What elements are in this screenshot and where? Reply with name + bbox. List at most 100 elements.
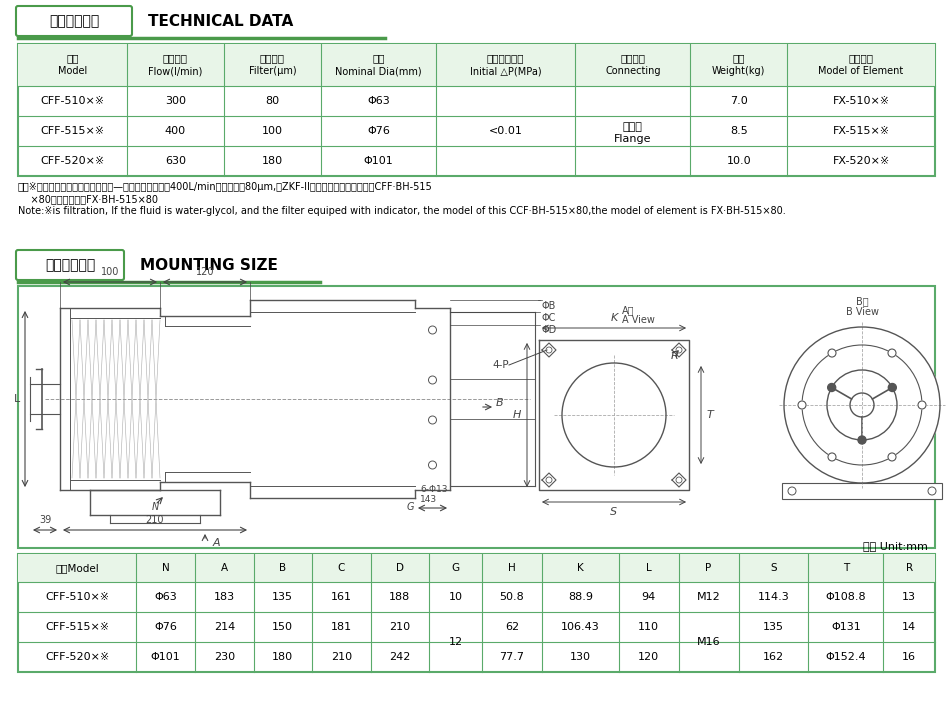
Text: N: N [151,502,159,512]
Text: 100: 100 [262,126,283,136]
Text: Φ101: Φ101 [151,652,180,662]
Text: Φ63: Φ63 [154,592,177,602]
Text: L: L [14,394,20,404]
Circle shape [858,436,866,444]
Text: 181: 181 [331,622,352,632]
Text: Φ152.4: Φ152.4 [826,652,866,662]
Text: CFF-510×※: CFF-510×※ [46,592,109,602]
Text: 三、技术参数: 三、技术参数 [48,14,99,28]
Text: R: R [905,563,913,573]
Text: 连接方式: 连接方式 [620,53,645,63]
Text: 300: 300 [165,96,186,106]
Text: 183: 183 [214,592,235,602]
Text: 50.8: 50.8 [500,592,524,602]
Text: 14: 14 [902,622,917,632]
Text: 188: 188 [390,592,410,602]
Text: Φ108.8: Φ108.8 [826,592,866,602]
FancyBboxPatch shape [16,6,132,36]
Text: B View: B View [846,307,879,317]
Text: Filter(μm): Filter(μm) [249,66,296,76]
Circle shape [428,376,436,384]
Text: 143: 143 [420,495,437,504]
Text: 135: 135 [273,592,294,602]
Text: 16: 16 [902,652,916,662]
Text: 162: 162 [763,652,784,662]
Text: ×80，滤芯型号为FX·BH-515×80: ×80，滤芯型号为FX·BH-515×80 [18,194,158,204]
Text: 242: 242 [390,652,410,662]
Circle shape [888,349,896,357]
Text: 210: 210 [145,515,164,525]
Text: 通径: 通径 [372,53,385,63]
Text: 7.0: 7.0 [730,96,748,106]
Bar [18,286,935,548]
Text: 210: 210 [390,622,410,632]
Circle shape [828,453,836,461]
Text: Initial △P(MPa): Initial △P(MPa) [469,66,542,76]
Text: 161: 161 [331,592,352,602]
Text: CFF-520×※: CFF-520×※ [45,652,109,662]
Text: Note:※is filtration, If the fluid is water-glycol, and the filter equiped with i: Note:※is filtration, If the fluid is wat… [18,206,786,216]
Circle shape [428,461,436,469]
Text: 10.0: 10.0 [727,156,751,166]
Text: CFF-510×※: CFF-510×※ [41,96,104,106]
Text: Model of Element: Model of Element [819,66,903,76]
Text: N: N [162,563,170,573]
Text: <0.01: <0.01 [488,126,522,136]
Bar [782,483,942,499]
Text: 滤芯型号: 滤芯型号 [848,53,874,63]
Circle shape [428,326,436,334]
Bar [18,554,935,672]
Text: 过滤精度: 过滤精度 [260,53,285,63]
Text: S: S [611,507,618,517]
Text: 77.7: 77.7 [500,652,524,662]
Text: 法兰式: 法兰式 [623,122,643,132]
Text: 39: 39 [39,515,51,525]
Text: B: B [279,563,286,573]
Text: 180: 180 [262,156,283,166]
Text: B面: B面 [856,296,868,306]
Text: Φ76: Φ76 [367,126,389,136]
Text: Flange: Flange [614,134,652,144]
Text: A面: A面 [622,305,635,315]
Text: B: B [496,398,504,408]
Text: Connecting: Connecting [605,66,660,76]
Text: 80: 80 [265,96,279,106]
Text: Φ63: Φ63 [367,96,389,106]
Text: 注：※为过滤精度，若使用介质为水—乙二醇，公称流量400L/min，过滤精度80μm,带ZKF-II发讯器，则过滤器型号为CFF·BH-515: 注：※为过滤精度，若使用介质为水—乙二醇，公称流量400L/min，过滤精度80… [18,182,433,192]
Text: 120: 120 [638,652,659,662]
Text: Weight(kg): Weight(kg) [712,66,766,76]
Text: 单位 Unit:mm: 单位 Unit:mm [864,541,928,551]
Text: K: K [610,313,618,323]
Text: Φ131: Φ131 [831,622,861,632]
Text: A: A [213,538,220,548]
Text: Φ76: Φ76 [154,622,177,632]
Circle shape [918,401,926,409]
Circle shape [827,384,836,391]
Text: T: T [707,410,713,420]
Text: M12: M12 [696,592,720,602]
Text: H: H [513,410,521,420]
Bar [18,554,935,582]
Text: 62: 62 [505,622,519,632]
Text: G: G [407,502,414,512]
Text: 180: 180 [273,652,294,662]
Text: 原始压力损失: 原始压力损失 [486,53,524,63]
Text: 公称流量: 公称流量 [163,53,188,63]
Text: G: G [451,563,460,573]
Text: Nominal Dia(mm): Nominal Dia(mm) [335,66,422,76]
Text: CFF-515×※: CFF-515×※ [46,622,109,632]
Text: 230: 230 [214,652,235,662]
Text: 重量: 重量 [732,53,745,63]
Text: Flow(l/min): Flow(l/min) [148,66,202,76]
Text: CFF-520×※: CFF-520×※ [41,156,104,166]
Text: FX-515×※: FX-515×※ [832,126,889,136]
Text: 型号: 型号 [66,53,79,63]
Text: S: S [770,563,777,573]
Text: 214: 214 [214,622,235,632]
Text: 13: 13 [902,592,916,602]
Text: 型号Model: 型号Model [55,563,99,573]
Circle shape [888,453,896,461]
Text: 630: 630 [165,156,186,166]
Bar [18,44,935,86]
Text: ΦC: ΦC [542,313,557,323]
